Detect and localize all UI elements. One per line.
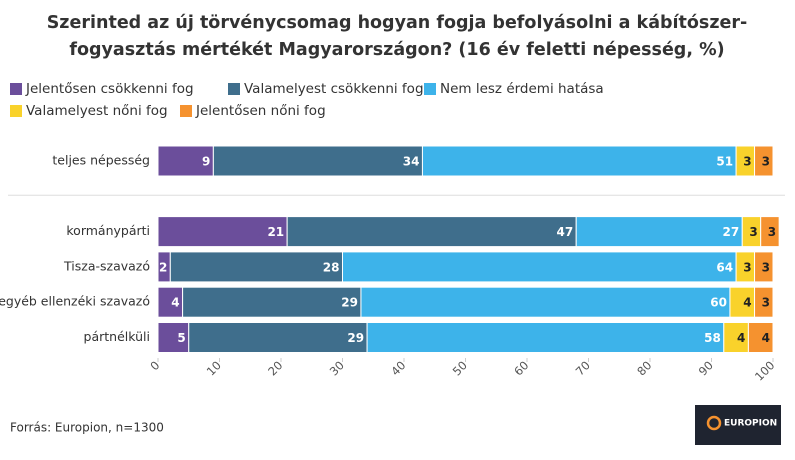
bar-segment (360, 286, 731, 318)
legend-label: Jelentősen nőni fog (195, 103, 326, 119)
bar-segment (421, 145, 737, 177)
bar-segment (286, 216, 577, 248)
bar-segment (729, 286, 756, 318)
bar-segment (182, 286, 362, 318)
data-label: 27 (723, 225, 740, 239)
logo-icon (706, 415, 722, 431)
x-tick-label: 30 (327, 358, 347, 378)
legend-swatch (228, 83, 240, 95)
logo-text: EUROPION (724, 419, 777, 429)
data-label: 3 (762, 155, 770, 169)
legend-label: Nem lesz érdemi hatása (440, 81, 604, 97)
x-tick-label: 0 (147, 358, 162, 373)
category-label: teljes népesség (52, 153, 150, 168)
bar-segment (366, 322, 725, 353)
chart-title: Szerinted az új törvénycsomag hogyan fog… (47, 13, 748, 33)
data-label: 2 (159, 260, 167, 274)
x-tick-label: 20 (265, 358, 285, 378)
source: Forrás: Europion, n=1300 (10, 421, 164, 435)
data-label: 64 (716, 260, 733, 274)
data-label: 3 (762, 260, 770, 274)
legend-label: Valamelyest nőni fog (26, 103, 168, 119)
bar-segment (754, 251, 774, 283)
bar-segment (754, 145, 774, 177)
bar-segment (575, 216, 743, 248)
data-label: 58 (704, 331, 721, 345)
data-label: 3 (762, 296, 770, 310)
category-label: pártnélküli (84, 329, 150, 344)
data-label: 29 (347, 331, 364, 345)
x-tick-label: 40 (388, 358, 408, 378)
x-tick-label: 90 (696, 358, 716, 378)
bar-segment (342, 251, 737, 283)
data-label: 3 (743, 155, 751, 169)
data-label: 34 (403, 155, 420, 169)
data-label: 3 (749, 225, 757, 239)
data-label: 9 (202, 155, 210, 169)
data-label: 3 (768, 225, 776, 239)
legend-swatch (10, 83, 22, 95)
x-tick-label: 80 (634, 358, 654, 378)
data-label: 3 (743, 260, 751, 274)
data-label: 29 (341, 296, 358, 310)
category-label: egyéb ellenzéki szavazó (0, 294, 150, 309)
x-tick-label: 50 (450, 358, 470, 378)
x-tick-label: 10 (204, 358, 224, 378)
bar-segment (188, 322, 368, 353)
x-tick-label: 100 (752, 358, 777, 383)
category-label: Tisza-szavazó (63, 258, 150, 273)
data-label: 4 (737, 331, 745, 345)
legend-label: Valamelyest csökkenni fog (244, 81, 424, 97)
data-label: 47 (556, 225, 573, 239)
bar-segment (212, 145, 423, 177)
category-label: kormánypárti (66, 223, 150, 238)
bar-segment (169, 251, 343, 283)
legend-swatch (180, 105, 192, 117)
x-tick-label: 60 (511, 358, 531, 378)
bar-segment (760, 216, 780, 248)
bar-segment (754, 286, 774, 318)
data-label: 21 (267, 225, 284, 239)
data-label: 4 (171, 296, 179, 310)
data-label: 4 (743, 296, 751, 310)
legend-label: Jelentősen csökkenni fog (25, 81, 194, 97)
chart-title: fogyasztás mértékét Magyarországon? (16 … (69, 40, 724, 60)
legend-swatch (424, 83, 436, 95)
data-label: 5 (177, 331, 185, 345)
data-label: 4 (762, 331, 770, 345)
bar-segment (157, 145, 214, 177)
data-label: 51 (716, 155, 733, 169)
data-label: 28 (323, 260, 340, 274)
bar-segment (747, 322, 774, 353)
legend-swatch (10, 105, 22, 117)
x-tick-label: 70 (573, 358, 593, 378)
data-label: 60 (710, 296, 727, 310)
